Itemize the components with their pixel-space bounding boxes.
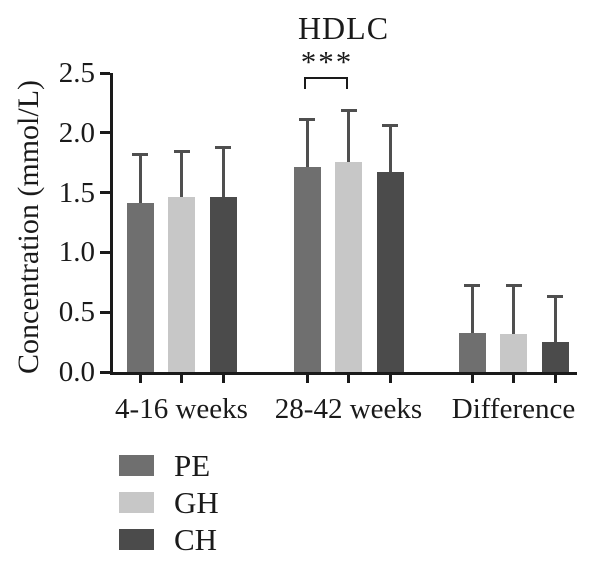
bar-CH (209, 197, 237, 372)
y-tick-label: 0.5 (58, 296, 95, 329)
error-bar-cap (299, 118, 315, 122)
y-tick (100, 191, 110, 195)
y-tick (100, 310, 110, 314)
bar-GH (168, 197, 195, 372)
legend-swatch-GH (119, 492, 154, 513)
x-tick (138, 375, 142, 383)
x-category-label: 28-42 weeks (274, 393, 423, 425)
legend-item: PE (119, 449, 219, 482)
y-tick (100, 131, 110, 135)
legend-label: CH (174, 522, 218, 557)
bar-GH (500, 333, 527, 372)
y-tick-label: 1.5 (58, 176, 95, 209)
x-category-label: Difference (451, 393, 576, 425)
y-tick (100, 71, 110, 75)
bar-PE (293, 167, 321, 372)
legend-swatch-PE (119, 455, 154, 476)
error-bar-stem (512, 283, 515, 334)
error-bar-stem (138, 153, 142, 204)
error-bar-cap (547, 295, 563, 299)
error-bar-cap (464, 283, 480, 287)
error-bar-cap (382, 124, 398, 128)
error-bar-cap (505, 283, 522, 287)
x-tick (388, 375, 392, 383)
chart-title: HDLC (297, 10, 390, 46)
y-tick (100, 250, 110, 254)
legend-item: CH (119, 523, 219, 556)
bar-PE (458, 332, 486, 372)
error-bar-stem (305, 118, 309, 168)
error-bar-stem (553, 295, 557, 343)
plot-area: 0.0 0.5 1.0 1.5 2.0 2.5 4-16 weeks 28-42 weeks D… (59, 57, 577, 425)
x-tick (180, 375, 183, 383)
error-bar-stem (221, 145, 225, 198)
error-bar-stem (347, 108, 350, 162)
error-bar-cap (340, 108, 357, 112)
x-tick (347, 375, 350, 383)
y-tick-label: 1.0 (58, 236, 95, 269)
legend-swatch-CH (119, 529, 154, 550)
legend-label: PE (174, 448, 211, 483)
x-tick (221, 375, 225, 383)
error-bar-stem (388, 124, 392, 173)
bar-CH (541, 342, 569, 372)
x-tick (470, 375, 474, 383)
bar-GH (335, 161, 362, 372)
error-bar-cap (215, 145, 231, 149)
legend-label: GH (174, 485, 219, 520)
y-tick-label: 2.5 (58, 57, 95, 89)
x-tick (553, 375, 557, 383)
error-bar-cap (173, 149, 190, 153)
error-bar-stem (180, 149, 183, 198)
y-tick (100, 370, 110, 374)
y-tick-label: 2.0 (58, 116, 95, 149)
legend: PE GH CH (119, 449, 219, 556)
significance-bracket (304, 77, 348, 89)
error-bar-cap (132, 153, 148, 157)
bar-PE (126, 203, 154, 372)
significance-stars: *** (300, 44, 354, 79)
x-category-label: 4-16 weeks (115, 393, 248, 425)
x-tick (305, 375, 309, 383)
error-bar-stem (470, 283, 474, 333)
bar-CH (376, 172, 404, 372)
y-tick-label: 0.0 (58, 356, 95, 388)
legend-item: GH (119, 486, 219, 519)
x-tick (512, 375, 515, 383)
